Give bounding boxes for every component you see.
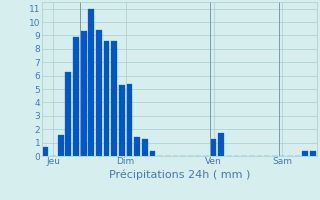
Bar (142, 139, 148, 156)
Bar (119, 85, 125, 156)
Bar (58, 135, 64, 156)
Bar (104, 41, 109, 156)
X-axis label: Précipitations 24h ( mm ): Précipitations 24h ( mm ) (108, 169, 250, 180)
Bar (111, 41, 117, 156)
Bar (66, 72, 71, 156)
Bar (134, 137, 140, 156)
Bar (43, 147, 48, 156)
Bar (218, 133, 224, 156)
Bar (81, 31, 86, 156)
Bar (88, 9, 94, 156)
Bar (302, 151, 308, 156)
Bar (96, 30, 102, 156)
Bar (310, 151, 316, 156)
Bar (127, 84, 132, 156)
Bar (73, 37, 79, 156)
Bar (149, 151, 155, 156)
Bar (211, 139, 216, 156)
